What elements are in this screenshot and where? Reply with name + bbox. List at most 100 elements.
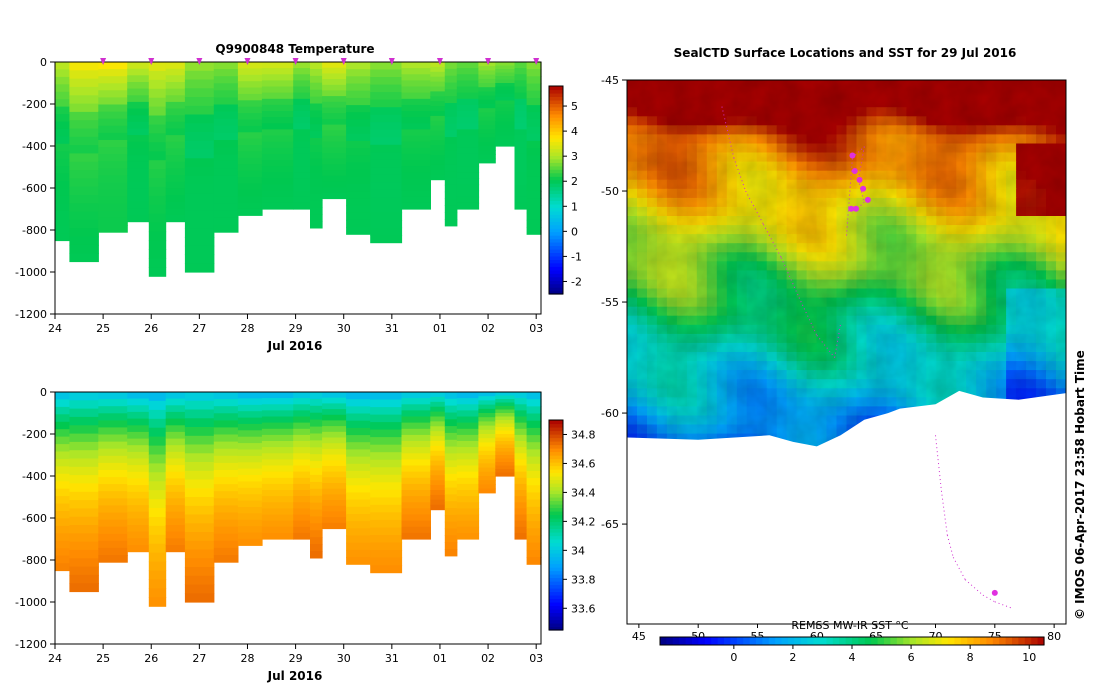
sal-cell	[514, 392, 528, 399]
sal-cell	[514, 465, 528, 473]
temp-cell	[213, 118, 239, 127]
temp-cell	[478, 70, 496, 76]
temp-cell	[310, 165, 323, 174]
colorbar-swatch	[954, 637, 962, 645]
temp-cell	[526, 97, 542, 106]
temp-cell	[127, 121, 150, 130]
colorbar-swatch	[549, 581, 563, 586]
temp-cell	[148, 62, 167, 72]
sal-cell	[213, 420, 239, 429]
surfacing-marker	[485, 58, 492, 65]
temp-cell	[401, 178, 431, 186]
temp-cell	[478, 99, 496, 105]
temp-cell	[213, 132, 239, 141]
colorbar-swatch	[549, 162, 563, 167]
colorbar-swatch	[549, 86, 563, 91]
sal-cell	[444, 514, 458, 523]
lat-tick-label: -65	[601, 518, 619, 531]
sal-cell	[98, 455, 128, 464]
sal-cell	[478, 400, 496, 406]
colorbar-swatch	[549, 497, 563, 502]
colorbar-swatch	[549, 207, 563, 212]
temp-cell	[401, 117, 431, 124]
colorbar-swatch	[549, 262, 563, 267]
temp-cell	[55, 143, 70, 152]
temp-cell	[69, 62, 99, 71]
sal-cell	[261, 483, 294, 491]
sal-cell	[165, 531, 186, 539]
temp-cell	[148, 249, 167, 259]
colorbar-swatch	[549, 612, 563, 617]
temp-cell	[478, 120, 496, 126]
sal-cell	[55, 488, 70, 497]
temp-cell	[127, 95, 150, 103]
sal-cell	[456, 490, 480, 497]
temp-cell	[98, 69, 128, 77]
sal-cell	[346, 506, 371, 515]
temp-cell	[69, 136, 99, 146]
sal-cell	[98, 555, 128, 563]
sal-cell	[346, 549, 371, 558]
sal-cell	[69, 475, 99, 484]
sal-cell	[148, 454, 167, 464]
temp-cell	[444, 89, 458, 97]
sal-cell	[148, 508, 167, 518]
sal-cell	[444, 521, 458, 530]
sal-cell	[213, 533, 239, 542]
temp-cell	[401, 68, 431, 75]
sal-cell	[55, 392, 70, 400]
colorbar-swatch	[549, 158, 563, 163]
temp-cell	[456, 135, 480, 143]
sal-cell	[322, 494, 347, 501]
colorbar-swatch	[549, 96, 563, 101]
sal-cell	[456, 471, 480, 479]
sal-cell	[55, 451, 70, 460]
sal-cell	[165, 451, 186, 460]
temp-cell	[184, 140, 215, 151]
temp-cell	[322, 147, 347, 154]
sal-cell	[478, 446, 496, 452]
temp-cell	[322, 170, 347, 177]
temp-cell	[444, 123, 458, 131]
colorbar-swatch	[724, 637, 731, 645]
temp-cell	[526, 133, 542, 142]
sal-cell	[370, 519, 403, 528]
temp-cell	[456, 74, 480, 81]
sal-cell	[293, 471, 311, 479]
colorbar-tick-label: 4	[571, 125, 578, 138]
sal-cell	[346, 449, 371, 458]
temp-cell	[346, 191, 371, 199]
sal-cell	[526, 392, 542, 400]
sal-cell	[322, 483, 347, 490]
temp-cell	[456, 184, 480, 192]
colorbar-swatch	[749, 637, 757, 645]
temperature-colorbar: 5 4 3 2 1 0 -1 -2	[548, 85, 582, 295]
temp-cell	[148, 222, 167, 233]
temp-cell	[430, 91, 446, 97]
sal-cell	[127, 485, 150, 493]
sal-cell	[293, 428, 311, 436]
temp-cell	[184, 237, 215, 247]
sal-cell	[401, 471, 431, 479]
sal-cell	[127, 451, 150, 460]
temp-cell	[213, 76, 239, 84]
temp-cell	[213, 83, 239, 91]
temp-cell	[401, 62, 431, 69]
temp-cell	[261, 98, 294, 106]
temp-cell	[495, 69, 516, 74]
temp-cell	[293, 68, 311, 75]
temp-cell	[514, 190, 528, 198]
sal-cell	[261, 434, 294, 442]
sal-cell	[310, 495, 323, 504]
temp-cell	[526, 140, 542, 149]
temp-cell	[261, 129, 294, 137]
temp-cell	[456, 86, 480, 94]
temp-cell	[310, 193, 323, 201]
sal-cell	[98, 547, 128, 556]
temp-cell	[430, 160, 446, 166]
temp-cell	[98, 154, 128, 162]
sal-cell	[346, 528, 371, 537]
sal-cell	[148, 409, 167, 420]
temp-cell	[456, 111, 480, 118]
temp-cell	[261, 196, 294, 204]
